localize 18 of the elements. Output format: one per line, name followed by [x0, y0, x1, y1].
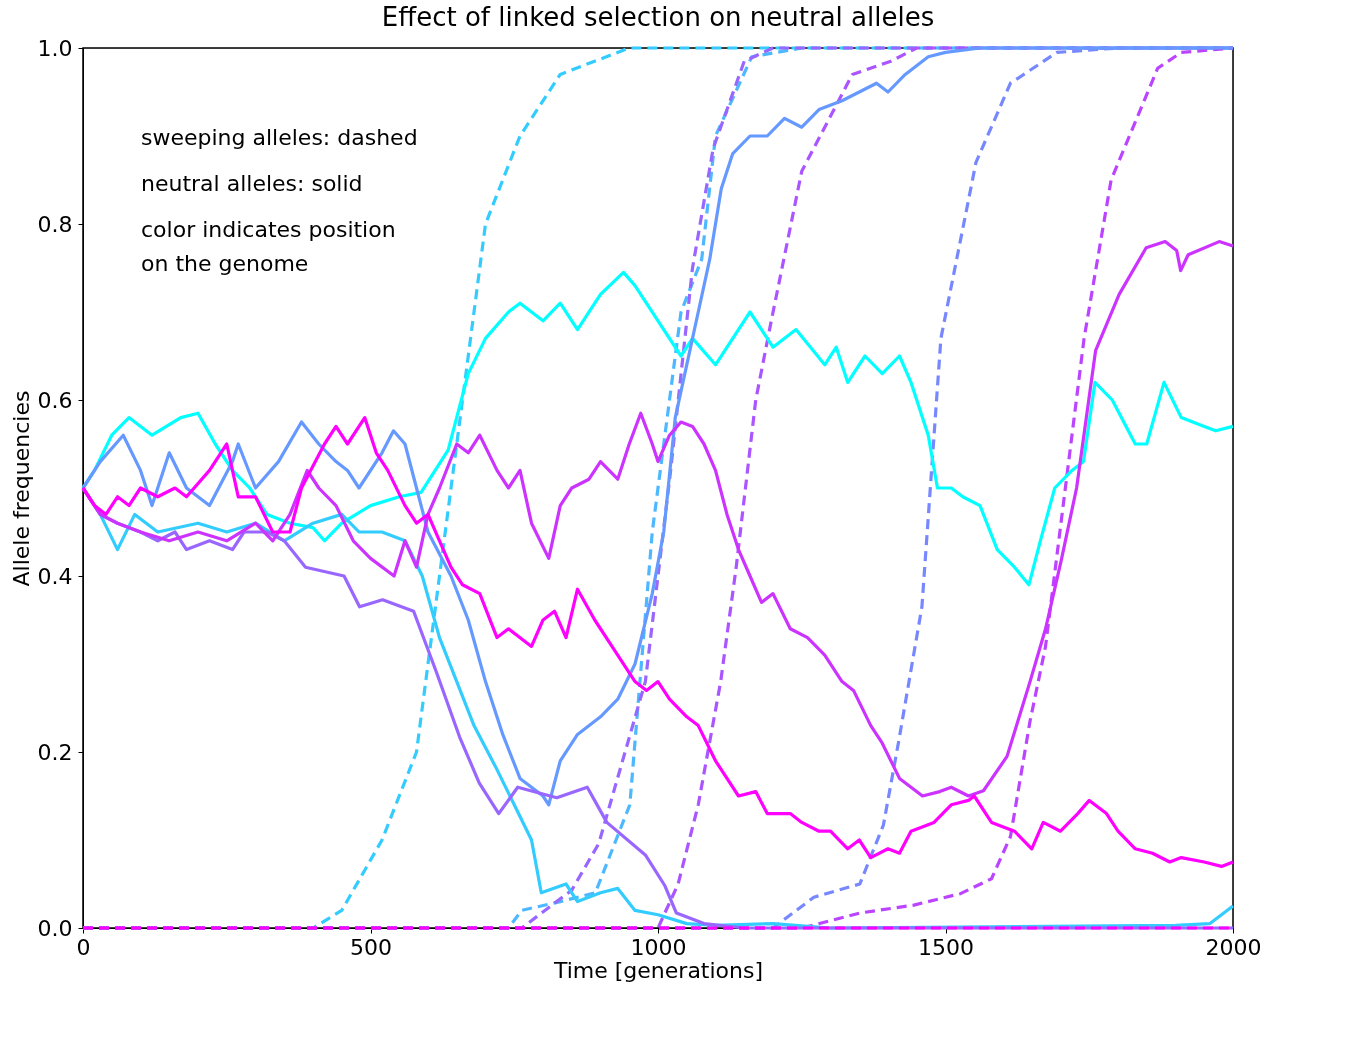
x-tick-label: 500	[350, 934, 392, 960]
y-axis-title: Allele frequencies	[8, 390, 34, 587]
line-series	[81, 416, 1235, 868]
x-tick-label: 1000	[630, 934, 687, 960]
y-tick-label: 0.0	[37, 915, 73, 941]
x-axis-title: Time [generations]	[552, 957, 764, 983]
x-tick-label: 1500	[918, 934, 974, 960]
y-tick-label: 0.4	[37, 563, 73, 589]
annotation: sweeping alleles: dashed	[141, 125, 418, 150]
y-tick-label: 0.6	[37, 387, 73, 413]
chart-title: Effect of linked selection on neutral alleles	[381, 2, 935, 32]
y-tick-label: 0.2	[37, 739, 73, 765]
x-tick-label: 2000	[1205, 934, 1262, 960]
annotation: color indicates position on the genome	[141, 217, 396, 276]
x-tick-label: 0	[76, 934, 91, 960]
y-tick-label: 1.0	[37, 35, 73, 61]
y-tick-label: 0.8	[37, 211, 73, 237]
annotation: neutral alleles: solid	[141, 171, 363, 196]
